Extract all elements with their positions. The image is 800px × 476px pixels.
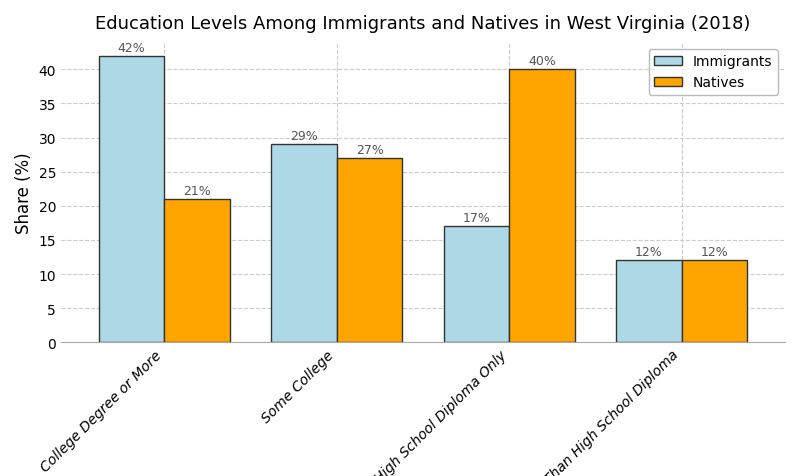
Bar bbox=[682, 261, 747, 343]
Bar bbox=[510, 70, 574, 343]
Bar bbox=[271, 145, 337, 343]
Text: 17%: 17% bbox=[462, 212, 490, 225]
Bar bbox=[337, 159, 402, 343]
Bar bbox=[444, 227, 510, 343]
Title: Education Levels Among Immigrants and Natives in West Virginia (2018): Education Levels Among Immigrants and Na… bbox=[95, 15, 750, 33]
Text: 42%: 42% bbox=[118, 41, 146, 54]
Text: 40%: 40% bbox=[528, 55, 556, 68]
Text: 21%: 21% bbox=[183, 185, 211, 198]
Bar bbox=[165, 199, 230, 343]
Text: 12%: 12% bbox=[701, 246, 728, 259]
Bar bbox=[616, 261, 682, 343]
Text: 29%: 29% bbox=[290, 130, 318, 143]
Y-axis label: Share (%): Share (%) bbox=[15, 152, 33, 234]
Bar bbox=[99, 57, 165, 343]
Legend: Immigrants, Natives: Immigrants, Natives bbox=[649, 50, 778, 96]
Text: 27%: 27% bbox=[356, 144, 383, 157]
Text: 12%: 12% bbox=[635, 246, 662, 259]
